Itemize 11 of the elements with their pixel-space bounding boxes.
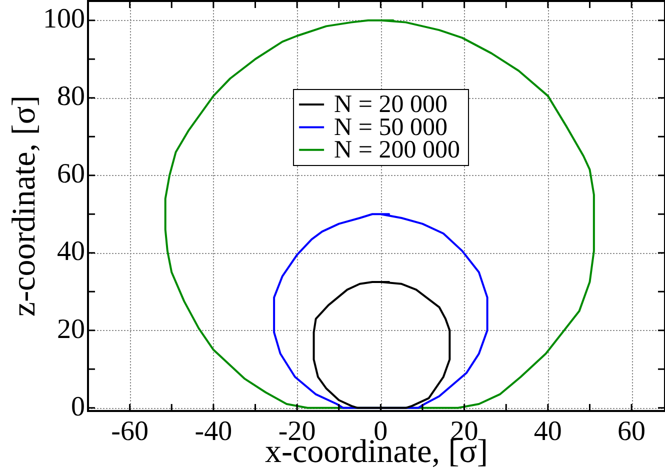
x-tick-label: -60 — [111, 416, 148, 448]
x-tick-label: 60 — [618, 416, 646, 448]
x-tick-label: 40 — [534, 416, 562, 448]
y-tick-label: 80 — [57, 81, 85, 112]
y-tick-label: 40 — [57, 236, 85, 268]
y-tick-label: 20 — [57, 314, 85, 345]
x-tick-label: -40 — [194, 416, 232, 448]
y-tick-label: 0 — [71, 391, 85, 422]
y-axis-title: z-coordinate, [σ] — [6, 95, 42, 317]
y-tick-label: 60 — [57, 158, 85, 190]
y-tick-label: 100 — [43, 4, 85, 35]
